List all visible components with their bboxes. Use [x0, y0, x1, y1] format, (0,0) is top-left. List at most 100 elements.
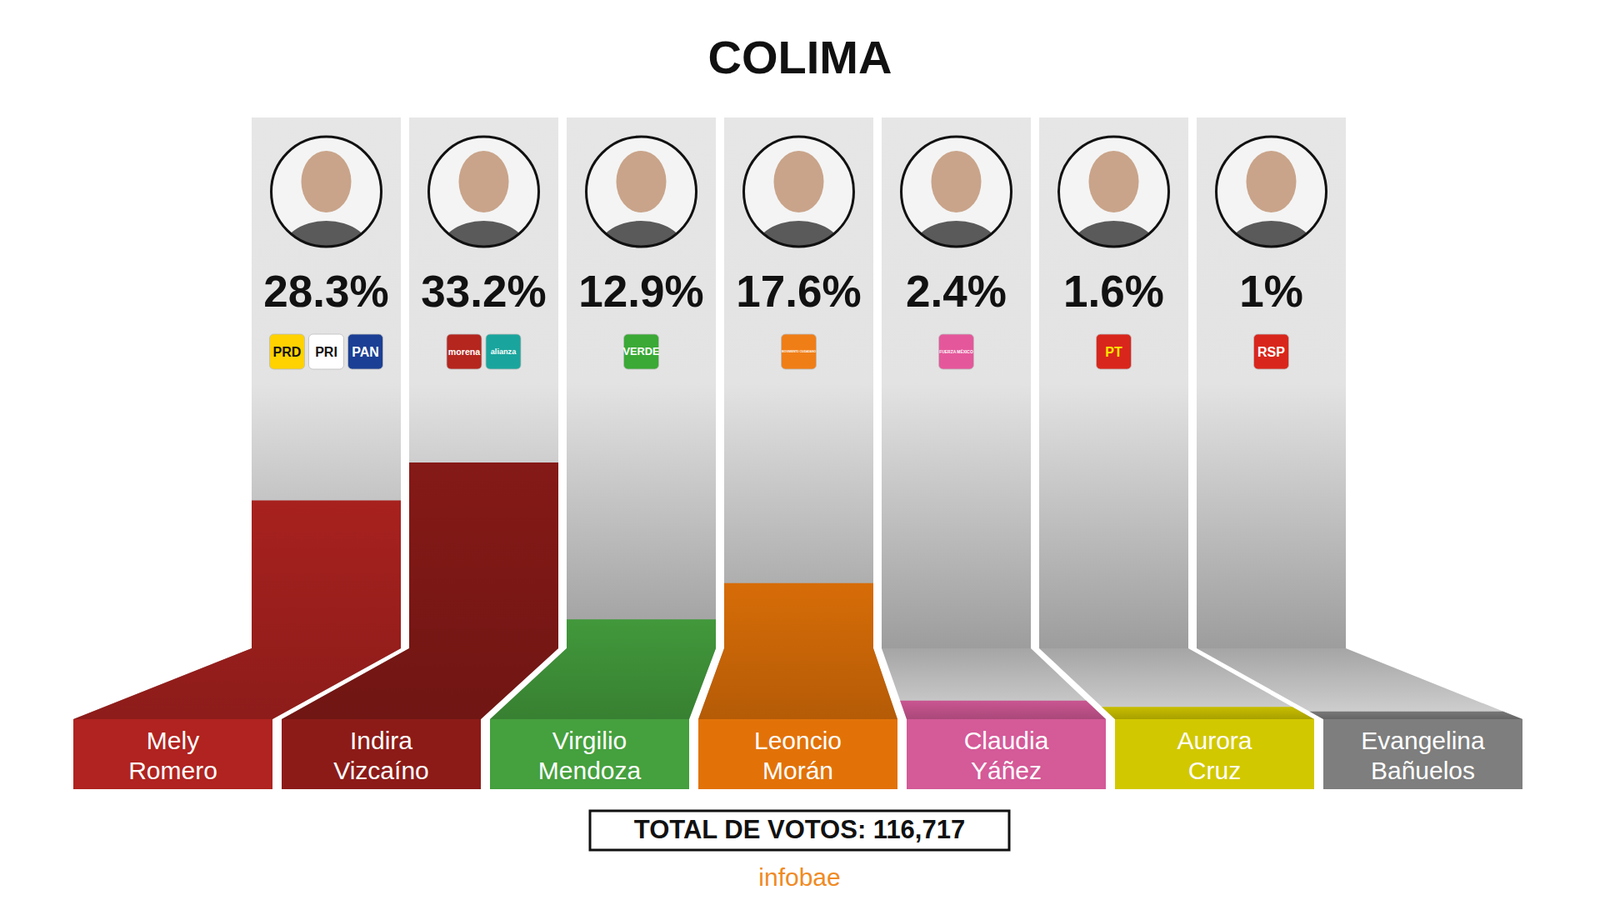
candidate-name: LeoncioMorán: [754, 726, 842, 785]
photo: [271, 136, 382, 288]
data-label: 1.6%: [1063, 266, 1165, 316]
data-label: 2.4%: [905, 266, 1007, 316]
party-name: RSP: [1257, 345, 1285, 360]
column-bg: [881, 117, 1031, 649]
photo: [1216, 136, 1327, 288]
party-name: alianza: [490, 347, 517, 356]
party-name: PRI: [315, 345, 338, 360]
name-line: Virgilio: [552, 726, 628, 755]
bar-shade: [281, 462, 559, 720]
name-box: [698, 719, 898, 790]
bar: [490, 619, 716, 720]
name-line: Evangelina: [1360, 726, 1485, 755]
avatar-head: [301, 150, 352, 213]
candidate-name: VirgilioMendoza: [538, 726, 642, 785]
photo-frame: [744, 136, 855, 247]
party-logo: [939, 334, 975, 370]
photo-frame: [271, 136, 382, 247]
bar: [281, 462, 559, 720]
party-name: PT: [1105, 345, 1123, 360]
avatar-head: [616, 150, 667, 213]
column-bg: [1039, 117, 1189, 649]
photo-frame: [901, 136, 1012, 247]
party-name: PAN: [351, 345, 380, 360]
name-line: Yáñez: [970, 756, 1042, 785]
photo: [1059, 136, 1170, 288]
name-box: [906, 719, 1106, 790]
data-label: 1%: [1239, 266, 1304, 316]
avatar-head: [931, 150, 982, 213]
name-line: Cruz: [1188, 756, 1241, 785]
column-bg: [724, 117, 874, 649]
candidate-name: MelyRomero: [128, 726, 218, 785]
name-boxes: MelyRomero IndiraVizcaíno VirgilioMendoza L…: [73, 719, 1523, 790]
data-label: 28.3%: [263, 266, 389, 316]
bar-shade: [698, 583, 898, 720]
candidate-name: EvangelinaBañuelos: [1360, 726, 1485, 785]
party-name: FUERZA MÉXICO: [939, 348, 974, 355]
party-logo: [309, 334, 345, 370]
data-label: 33.2%: [420, 266, 546, 316]
party-logo: [446, 334, 482, 370]
bar: [900, 700, 1106, 720]
name-box: [73, 719, 273, 790]
party-name: VERDE: [622, 345, 660, 358]
title: COLIMA: [708, 30, 893, 84]
bar: [698, 583, 898, 720]
data-label: 12.9%: [578, 266, 704, 316]
name-line: Claudia: [964, 726, 1050, 755]
photo: [744, 136, 855, 288]
party-logo: [1254, 334, 1290, 370]
name-box: [490, 719, 690, 790]
party-logo: [485, 334, 521, 370]
data-labels: 28.3% 33.2% 12.9% 17.6% 2.4% 1.6% 1%: [263, 266, 1303, 316]
columns: [73, 117, 1523, 720]
name-line: Mely: [146, 726, 200, 755]
party-name: PRD: [273, 345, 302, 360]
total-label: TOTAL DE VOTOS: 116,717: [634, 815, 965, 845]
bar: [1309, 711, 1523, 720]
name-line: Indira: [350, 726, 413, 755]
data-label: 17.6%: [735, 266, 861, 316]
name-line: Leoncio: [754, 726, 842, 755]
avatar-head: [459, 150, 510, 213]
name-line: Vizcaíno: [333, 756, 430, 785]
total-box: [590, 810, 1010, 850]
party-logo: [270, 334, 305, 370]
bar-shade: [1309, 711, 1523, 720]
name-box: [281, 719, 481, 790]
photo: [901, 136, 1012, 288]
photos: [271, 136, 1327, 288]
name-box: [1323, 719, 1523, 790]
candidate-name: IndiraVizcaíno: [333, 726, 430, 785]
bar-shade: [1101, 706, 1315, 720]
candidate-name: ClaudiaYáñez: [964, 726, 1050, 785]
name-line: Mendoza: [538, 756, 642, 785]
party-logo: [348, 334, 384, 370]
bar-shade: [900, 700, 1106, 720]
photo-frame: [586, 136, 697, 247]
party-logo: [781, 334, 817, 370]
party-name: MOVIMIENTO CIUDADANO: [781, 350, 816, 354]
name-line: Bañuelos: [1370, 756, 1475, 785]
avatar-head: [774, 150, 825, 213]
name-box: [1115, 719, 1315, 790]
party-logo: [1096, 334, 1132, 370]
photo: [429, 136, 540, 288]
column-bg: [566, 117, 716, 649]
photo-frame: [1059, 136, 1170, 247]
source: infobae: [758, 863, 840, 891]
photo: [586, 136, 697, 288]
party-logos: PRD PRI PAN morena alianza VERDE MOVIMIENTO CI…: [270, 334, 1290, 370]
name-line: Aurora: [1176, 726, 1252, 755]
photo-frame: [429, 136, 540, 247]
bar: [1101, 706, 1315, 720]
party-name: morena: [448, 346, 481, 357]
chart: COLIMAMelyRomeroIndiraVizcaínoVirgilioMe…: [0, 0, 1600, 900]
name-line: Morán: [762, 756, 834, 785]
column-bg: [1196, 117, 1346, 649]
avatar-head: [1246, 150, 1297, 213]
name-line: Romero: [128, 756, 218, 785]
photo-frame: [1216, 136, 1327, 247]
bar-shade: [490, 619, 716, 720]
